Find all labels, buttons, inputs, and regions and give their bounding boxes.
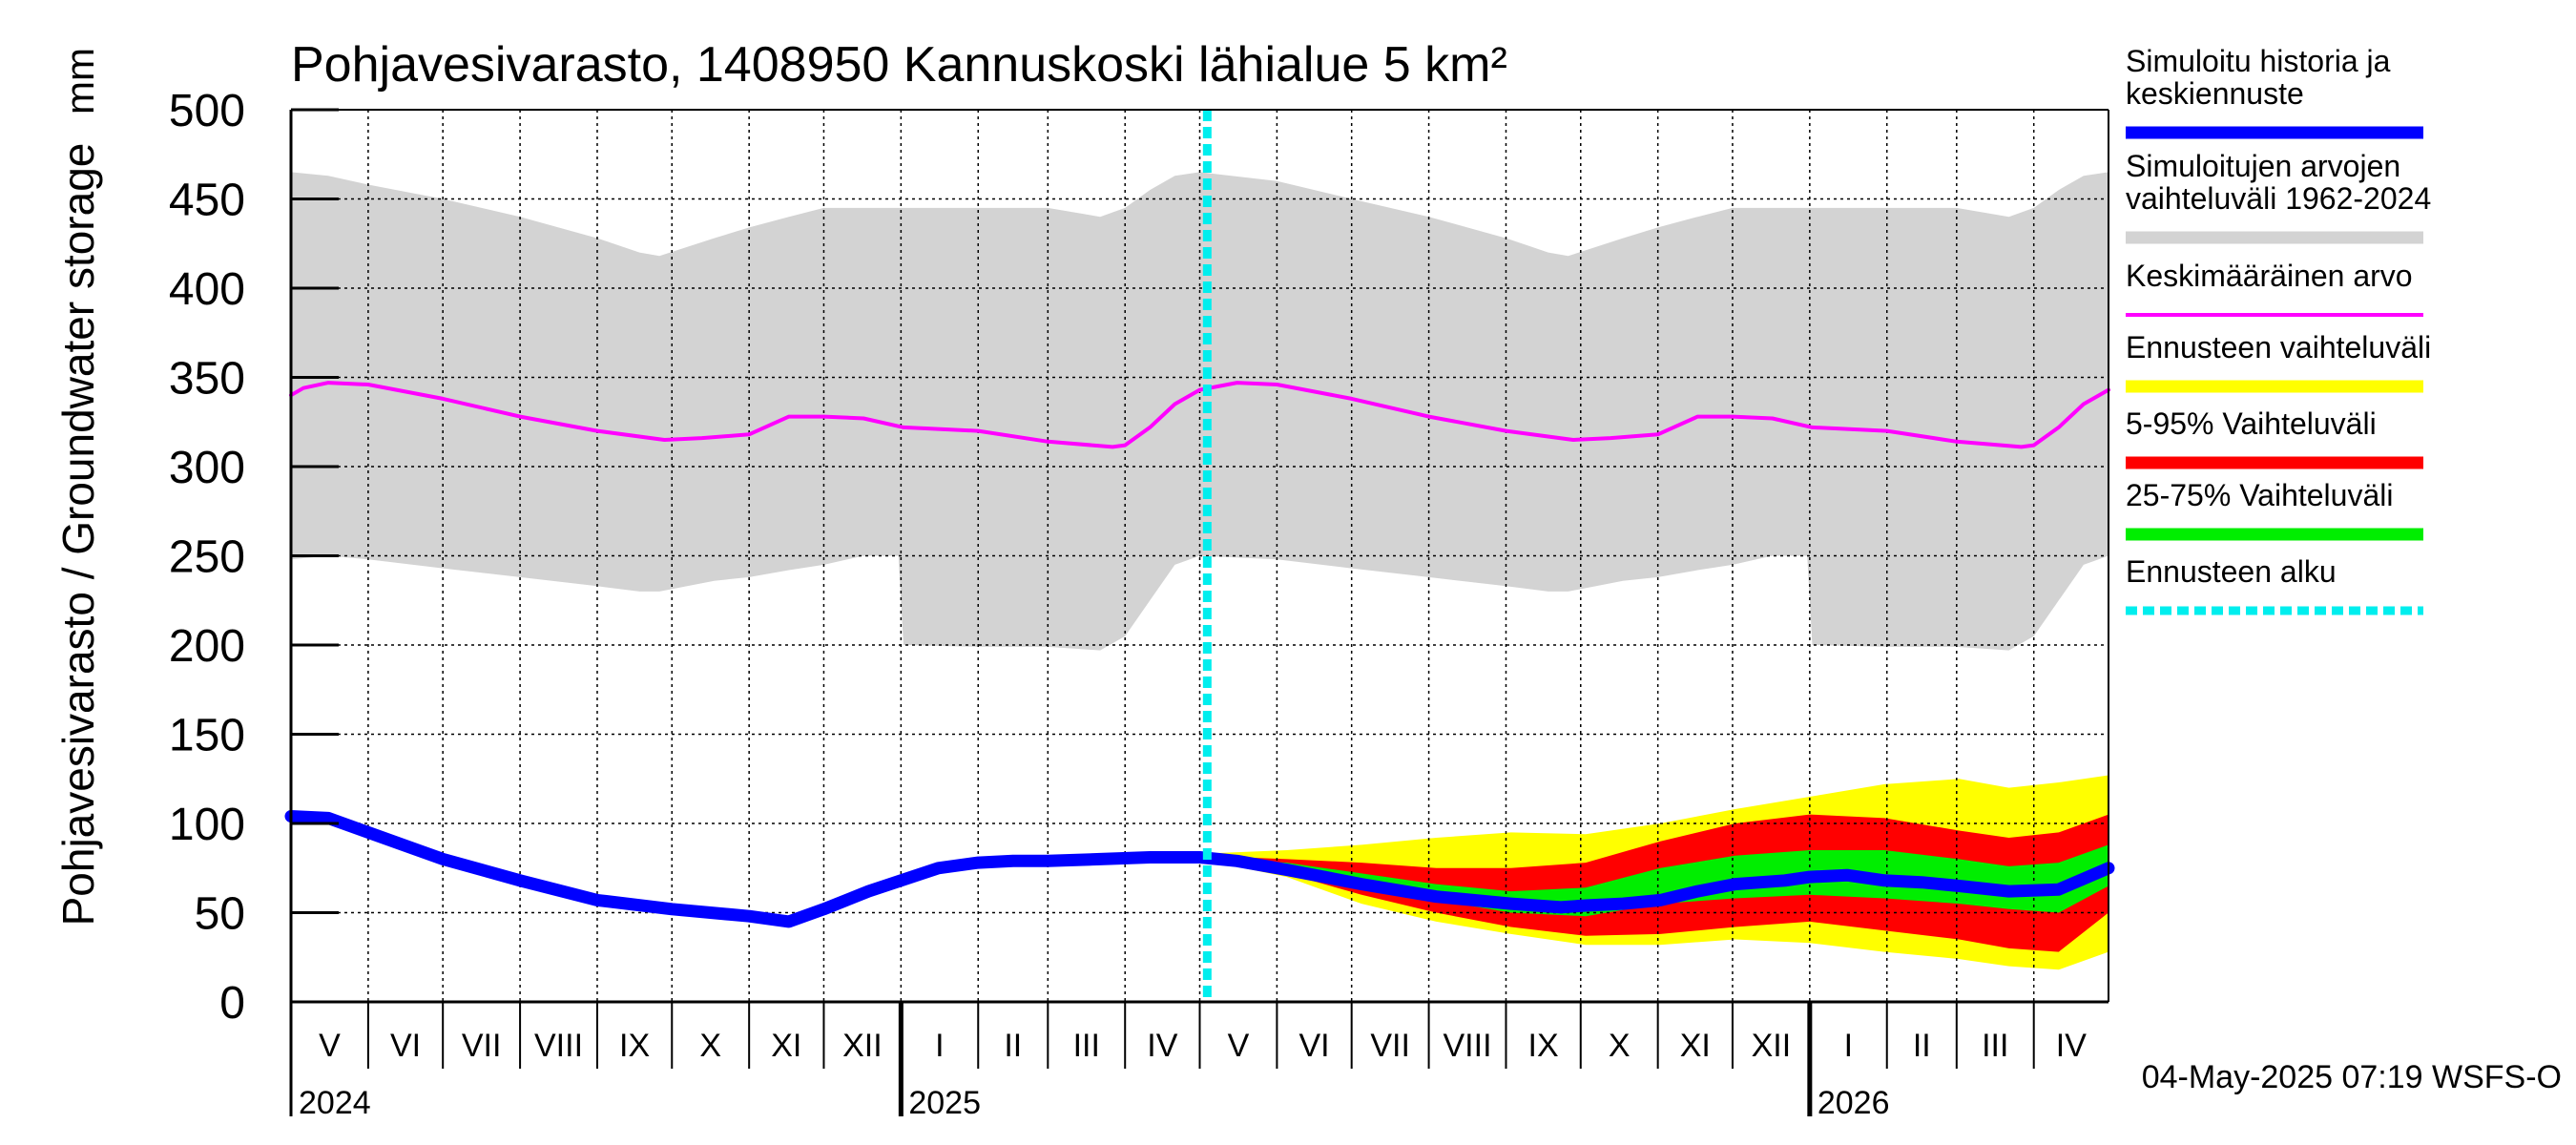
month-label-11: IV (1147, 1028, 1177, 1064)
year-label-2025: 2025 (908, 1085, 981, 1121)
legend-label-1-0: Simuloitujen arvojen (2126, 149, 2400, 183)
month-label-19: XII (1752, 1028, 1792, 1064)
chart-title: Pohjavesivarasto, 1408950 Kannuskoski lä… (291, 37, 1507, 93)
timestamp-footer: 04-May-2025 07:19 WSFS-O (2142, 1059, 2562, 1095)
legend-label-3-0: Ennusteen vaihteluväli (2126, 330, 2431, 364)
y-tick-label-150: 150 (169, 711, 245, 761)
legend-label-0-0: Simuloitu historia ja (2126, 44, 2391, 78)
month-label-10: III (1073, 1028, 1100, 1064)
month-label-21: II (1913, 1028, 1931, 1064)
month-label-17: X (1609, 1028, 1631, 1064)
month-label-20: I (1844, 1028, 1853, 1064)
month-label-23: IV (2056, 1028, 2087, 1064)
month-label-15: VIII (1444, 1028, 1492, 1064)
month-label-22: III (1982, 1028, 2008, 1064)
month-label-0: V (319, 1028, 341, 1064)
y-tick-label-500: 500 (169, 86, 245, 136)
month-label-13: VI (1298, 1028, 1329, 1064)
month-label-5: X (699, 1028, 721, 1064)
month-label-1: VI (390, 1028, 421, 1064)
month-label-8: I (935, 1028, 944, 1064)
line-simuloitu-historia-ja-keskiennuste (284, 810, 2115, 928)
year-label-2024: 2024 (299, 1085, 371, 1121)
y-tick-label-50: 50 (195, 889, 245, 940)
legend-label-0-1: keskiennuste (2126, 76, 2304, 111)
legend-label-5-0: 25-75% Vaihteluväli (2126, 478, 2393, 512)
legend-label-6-0: Ennusteen alku (2126, 554, 2337, 589)
y-axis-label: Pohjavesivarasto / Groundwater storage (53, 143, 103, 926)
legend-label-4-0: 5-95% Vaihteluväli (2126, 406, 2377, 441)
y-tick-label-250: 250 (169, 532, 245, 583)
y-tick-label-100: 100 (169, 800, 245, 850)
y-tick-label-0: 0 (219, 978, 245, 1029)
month-label-7: XII (842, 1028, 883, 1064)
year-label-2026: 2026 (1818, 1085, 1890, 1121)
month-label-2: VII (462, 1028, 502, 1064)
band-25-75-vaihteluvali (1199, 844, 2109, 917)
y-tick-label-350: 350 (169, 354, 245, 405)
line-keskimaarainen-arvo (289, 381, 2110, 449)
y-tick-label-400: 400 (169, 264, 245, 315)
y-tick-label-450: 450 (169, 176, 245, 226)
y-axis-unit: mm (57, 48, 102, 114)
month-label-9: II (1004, 1028, 1022, 1064)
month-label-6: XI (771, 1028, 801, 1064)
legend-label-2-0: Keskimääräinen arvo (2126, 259, 2413, 293)
month-label-4: IX (619, 1028, 650, 1064)
month-label-16: IX (1528, 1028, 1559, 1064)
y-tick-label-200: 200 (169, 621, 245, 672)
y-tick-label-300: 300 (169, 443, 245, 493)
legend-label-1-1: vaihteluväli 1962-2024 (2126, 181, 2431, 216)
month-label-18: XI (1680, 1028, 1711, 1064)
month-label-3: VIII (534, 1028, 583, 1064)
month-label-12: V (1228, 1028, 1250, 1064)
line-layer (284, 110, 2115, 1002)
month-label-14: VII (1370, 1028, 1410, 1064)
